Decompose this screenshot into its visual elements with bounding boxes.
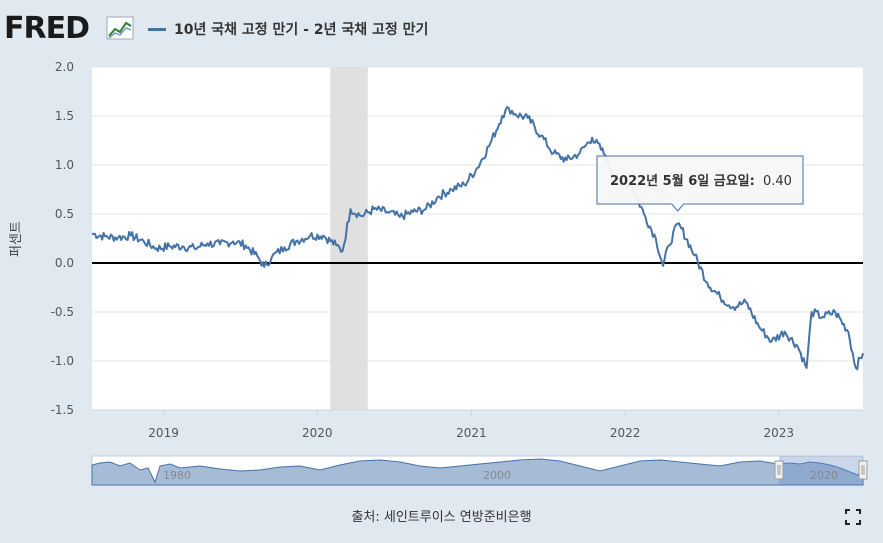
source-credit[interactable]: 출처: 세인트루이스 연방준비은행 xyxy=(351,510,532,525)
series-group xyxy=(91,106,864,371)
plot-area[interactable] xyxy=(92,67,863,410)
navigator-label-2020: 2020 xyxy=(810,469,838,482)
x-tick-label: 2023 xyxy=(764,426,795,440)
recession-shading xyxy=(330,67,368,410)
tooltip-box xyxy=(596,155,804,212)
y-tick-label: 0.5 xyxy=(55,207,74,221)
navigator-series-area xyxy=(91,458,864,486)
tooltip-date: 2022년 5월 6일 금요일: xyxy=(610,173,755,189)
tooltip-text: 2022년 5월 6일 금요일: 0.40 xyxy=(610,173,792,189)
y-tick-label: 2.0 xyxy=(55,60,74,74)
chart-header: FRED 10년 국채 고정 만기 - 2년 국채 고정 만기 xyxy=(0,0,883,56)
recession-band xyxy=(330,67,368,410)
fullscreen-icon[interactable] xyxy=(845,509,861,525)
x-tick-label: 2021 xyxy=(456,426,487,440)
navigator[interactable]: 1980 2000 2020 xyxy=(91,455,868,486)
y-axis: 2.0 1.5 1.0 0.5 0.0 -0.5 -1.0 -1.5 xyxy=(51,60,74,417)
y-tick-label: 0.0 xyxy=(55,256,74,270)
tooltip: 2022년 5월 6일 금요일: 0.40 xyxy=(596,155,804,212)
navigator-label-1980: 1980 xyxy=(163,469,191,482)
navigator-handle-left[interactable] xyxy=(774,460,784,480)
legend-swatch xyxy=(148,27,166,31)
y-tick-label: 1.0 xyxy=(55,158,74,172)
fred-logo[interactable]: FRED xyxy=(4,11,90,46)
y-tick-label: -0.5 xyxy=(51,305,74,319)
x-axis: 2019 2020 2021 2022 2023 xyxy=(92,409,863,440)
legend-label: 10년 국채 고정 만기 - 2년 국채 고정 만기 xyxy=(174,22,429,38)
navigator-label-2000: 2000 xyxy=(483,469,511,482)
y-tick-label: -1.0 xyxy=(51,354,74,368)
y-axis-label: 퍼센트 xyxy=(9,221,24,257)
navigator-selection[interactable] xyxy=(779,456,863,485)
legend[interactable]: 10년 국채 고정 만기 - 2년 국채 고정 만기 xyxy=(148,18,428,40)
y-tick-label: 1.5 xyxy=(55,109,74,123)
x-tick-label: 2019 xyxy=(148,426,179,440)
series-line-0[interactable] xyxy=(91,106,864,371)
x-tick-label: 2022 xyxy=(610,426,641,440)
chart-line-icon xyxy=(106,16,134,40)
y-tick-label: -1.5 xyxy=(51,403,74,417)
tooltip-value: 0.40 xyxy=(763,174,792,189)
navigator-handle-right[interactable] xyxy=(858,460,868,480)
x-tick-label: 2020 xyxy=(302,426,333,440)
